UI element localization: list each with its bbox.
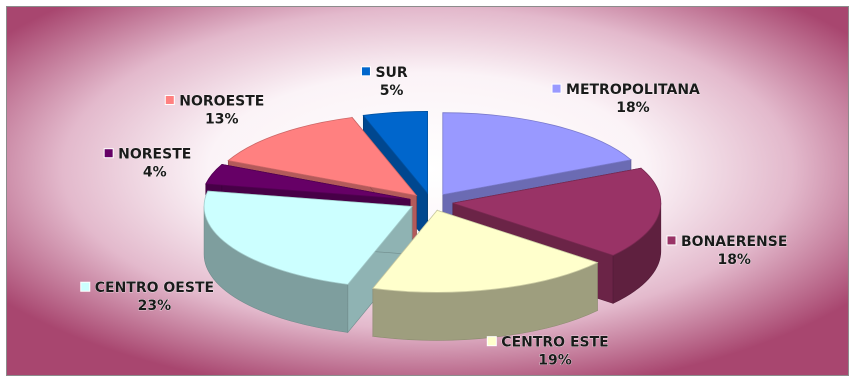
label-metropolitana: METROPOLITANA 18% (551, 82, 700, 116)
slice-top-centro-este (372, 209, 599, 293)
label-name-centro-este: CENTRO ESTE (501, 335, 608, 351)
label-name-bonaerense: BONAERENSE (681, 234, 787, 250)
label-name-metropolitana: METROPOLITANA (566, 82, 700, 98)
label-value-metropolitana: 18% (616, 100, 650, 116)
label-name-noroeste: NOROESTE (179, 93, 264, 109)
legend-key-metropolitana (551, 83, 562, 94)
label-name-noreste: NORESTE (118, 147, 191, 163)
slice-top-noreste (205, 163, 411, 200)
label-centro-este: CENTRO ESTE 19% (486, 334, 609, 369)
legend-key-centro-oeste (80, 281, 91, 292)
slice-top-bonaerense (452, 167, 662, 256)
legend-key-noreste (103, 148, 114, 159)
legend-key-bonaerense (666, 235, 677, 246)
slice-top-sur (362, 111, 428, 195)
label-name-sur: SUR (375, 65, 407, 81)
label-value-bonaerense: 18% (717, 252, 751, 268)
label-noroeste: NOROESTE 13% (164, 93, 265, 128)
label-value-noroeste: 13% (205, 111, 239, 127)
slice-top-noroeste (227, 117, 418, 197)
label-value-noreste: 4% (143, 165, 167, 181)
legend-key-centro-este (486, 336, 497, 347)
slice-top-metropolitana (442, 112, 632, 196)
label-name-centro-oeste: CENTRO OESTE (95, 280, 214, 296)
slice-top-centro-oeste (203, 190, 413, 285)
label-noreste: NORESTE 4% (103, 146, 192, 181)
label-value-sur: 5% (380, 83, 404, 99)
slice-centro-este (372, 209, 599, 341)
legend-key-noroeste (164, 94, 175, 105)
label-sur: SUR 5% (360, 65, 408, 99)
slice-centro-oeste (203, 190, 413, 334)
pie-chart: METROPOLITANA 18% BONAERENSE 18% CENTRO ESTE… (80, 65, 788, 369)
label-centro-oeste: CENTRO OESTE 23% (80, 280, 214, 315)
chart-frame: METROPOLITANA 18% BONAERENSE 18% CENTRO ESTE… (6, 6, 849, 376)
label-value-centro-oeste: 23% (138, 298, 172, 314)
label-bonaerense: BONAERENSE 18% (666, 234, 788, 268)
legend-key-sur (360, 66, 371, 77)
label-value-centro-este: 19% (538, 353, 572, 369)
